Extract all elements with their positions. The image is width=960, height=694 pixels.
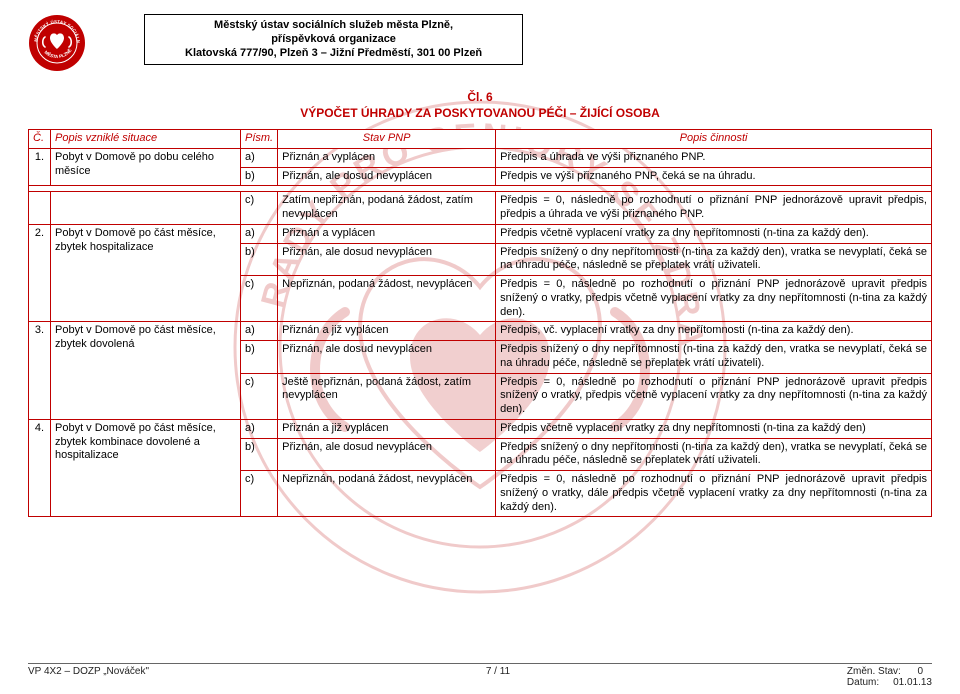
payment-table: Č. Popis vzniklé situace Písm. Stav PNP … — [28, 129, 932, 517]
cell-letter: c) — [241, 276, 278, 322]
table-row: 1. Pobyt v Domově po dobu celého měsíce … — [29, 148, 932, 167]
cell-activity: Předpis = 0, následně po rozhodnutí o př… — [496, 276, 932, 322]
cell-status: Přiznán, ale dosud nevyplácen — [278, 243, 496, 276]
page-footer: VP 4X2 – DOZP „Nováček" 7 / 11 Změn. Sta… — [28, 663, 932, 688]
org-header-box: Městský ústav sociálních služeb města Pl… — [144, 14, 523, 65]
cell-letter: c) — [241, 192, 278, 225]
org-header-line1: Městský ústav sociálních služeb města Pl… — [185, 19, 482, 33]
row-num: 3. — [29, 322, 51, 420]
cell-status: Přiznán, ale dosud nevyplácen — [278, 167, 496, 186]
cell-status: Nepřiznán, podaná žádost, nevyplácen — [278, 276, 496, 322]
table-row: 2. Pobyt v Domově po část měsíce, zbytek… — [29, 224, 932, 243]
row-num: 1. — [29, 148, 51, 186]
cell-activity: Předpis včetně vyplacení vratky za dny n… — [496, 224, 932, 243]
row-situation: Pobyt v Domově po část měsíce, zbytek ko… — [51, 419, 241, 517]
cell-activity: Předpis = 0, následně po rozhodnutí o př… — [496, 471, 932, 517]
cell-status: Nepřiznán, podaná žádost, nevyplácen — [278, 471, 496, 517]
footer-page-number: 7 / 11 — [149, 666, 847, 688]
table-row: c) Zatím nepřiznán, podaná žádost, zatím… — [29, 192, 932, 225]
col-pnp-status: Stav PNP — [278, 130, 496, 149]
row-situation: Pobyt v Domově po dobu celého měsíce — [51, 148, 241, 186]
cell-activity: Předpis snížený o dny nepřítomnosti (n-t… — [496, 243, 932, 276]
cell-activity: Předpis = 0, následně po rozhodnutí o př… — [496, 373, 932, 419]
col-letter: Písm. — [241, 130, 278, 149]
article-number: Čl. 6 — [28, 90, 932, 106]
table-row: 3. Pobyt v Domově po část měsíce, zbytek… — [29, 322, 932, 341]
cell-letter: c) — [241, 373, 278, 419]
cell-status: Přiznán a již vyplácen — [278, 322, 496, 341]
cell-letter: b) — [241, 243, 278, 276]
col-num: Č. — [29, 130, 51, 149]
org-logo: MĚSTSKÝ ÚSTAV SOCIÁLNÍCH SLUŽEB MĚSTA PL… — [28, 14, 86, 72]
row-num: 2. — [29, 224, 51, 322]
table-row: 4. Pobyt v Domově po část měsíce, zbytek… — [29, 419, 932, 438]
org-header-line3: Klatovská 777/90, Plzeň 3 – Jižní Předmě… — [185, 47, 482, 61]
cell-status: Přiznán a vyplácen — [278, 224, 496, 243]
cell-letter: a) — [241, 224, 278, 243]
cell-activity: Předpis, vč. vyplacení vratky za dny nep… — [496, 322, 932, 341]
cell-activity: Předpis a úhrada ve výši přiznaného PNP. — [496, 148, 932, 167]
cell-activity: Předpis snížený o dny nepřítomnosti (n-t… — [496, 341, 932, 374]
cell-activity: Předpis ve výši přiznaného PNP, čeká se … — [496, 167, 932, 186]
footer-status-value: 0 — [918, 666, 924, 677]
cell-status: Zatím nepřiznán, podaná žádost, zatím ne… — [278, 192, 496, 225]
cell-activity: Předpis = 0, následně po rozhodnutí o př… — [496, 192, 932, 225]
row-num: 4. — [29, 419, 51, 517]
org-header-line2: příspěvková organizace — [185, 33, 482, 47]
cell-activity: Předpis snížený o dny nepřítomnosti (n-t… — [496, 438, 932, 471]
footer-left: VP 4X2 – DOZP „Nováček" — [28, 666, 149, 688]
cell-status: Přiznán, ale dosud nevyplácen — [278, 438, 496, 471]
cell-status: Přiznán a již vyplácen — [278, 419, 496, 438]
cell-status: Přiznán, ale dosud nevyplácen — [278, 341, 496, 374]
col-situation: Popis vzniklé situace — [51, 130, 241, 149]
col-activity: Popis činnosti — [496, 130, 932, 149]
cell-letter: c) — [241, 471, 278, 517]
cell-letter: a) — [241, 322, 278, 341]
footer-status-label: Změn. Stav: — [847, 666, 901, 677]
footer-date-value: 01.01.13 — [893, 677, 932, 688]
row-situation: Pobyt v Domově po část měsíce, zbytek do… — [51, 322, 241, 420]
article-title: Čl. 6 VÝPOČET ÚHRADY ZA POSKYTOVANOU PÉČ… — [28, 90, 932, 121]
cell-status: Přiznán a vyplácen — [278, 148, 496, 167]
cell-letter: b) — [241, 438, 278, 471]
cell-activity: Předpis včetně vyplacení vratky za dny n… — [496, 419, 932, 438]
cell-letter: a) — [241, 419, 278, 438]
footer-date-label: Datum: — [847, 677, 879, 688]
cell-letter: b) — [241, 341, 278, 374]
article-heading: VÝPOČET ÚHRADY ZA POSKYTOVANOU PÉČI – ŽI… — [28, 106, 932, 122]
cell-letter: b) — [241, 167, 278, 186]
cell-status: Ještě nepřiznán, podaná žádost, zatím ne… — [278, 373, 496, 419]
row-situation: Pobyt v Domově po část měsíce, zbytek ho… — [51, 224, 241, 322]
cell-letter: a) — [241, 148, 278, 167]
